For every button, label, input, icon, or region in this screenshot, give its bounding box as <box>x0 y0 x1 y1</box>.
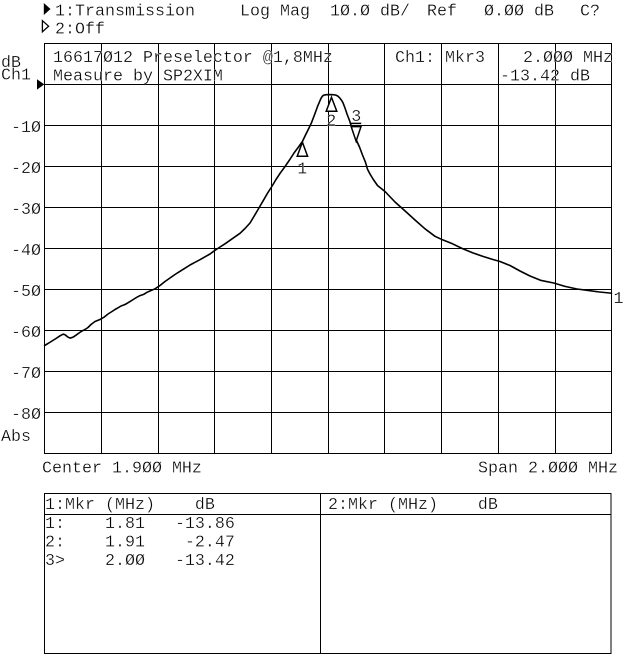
svg-text:dB: dB <box>1 54 21 73</box>
svg-text:Ch1: Mkr3: Ch1: Mkr3 <box>395 49 485 68</box>
svg-text:2:Mkr (MHz) dB: 2:Mkr (MHz) dB <box>328 496 498 515</box>
svg-text:Abs: Abs <box>1 428 31 447</box>
svg-text:2: 1.91 -2.47: 2: 1.91 -2.47 <box>45 533 235 552</box>
svg-text:1: 1 <box>614 290 624 309</box>
svg-text:1Ø.Ø dB/: 1Ø.Ø dB/ <box>330 3 410 22</box>
svg-text:-13.42 dB: -13.42 dB <box>500 68 590 87</box>
svg-text:-2Ø: -2Ø <box>11 160 41 179</box>
svg-text:2:Off: 2:Off <box>55 21 105 40</box>
svg-text:2: 2 <box>326 113 336 132</box>
svg-text:-4Ø: -4Ø <box>11 242 41 261</box>
svg-text:-5Ø: -5Ø <box>11 283 41 302</box>
svg-text:Ref: Ref <box>427 3 457 22</box>
svg-text:Center 1.9ØØ MHz: Center 1.9ØØ MHz <box>42 460 202 479</box>
svg-text:-8Ø: -8Ø <box>11 406 41 425</box>
svg-text:3: 3 <box>351 108 361 127</box>
svg-text:-6Ø: -6Ø <box>11 324 41 343</box>
svg-text:-3Ø: -3Ø <box>11 201 41 220</box>
svg-text:1: 1.81 -13.86: 1: 1.81 -13.86 <box>45 515 235 534</box>
svg-text:-7Ø: -7Ø <box>11 365 41 384</box>
svg-text:Ch1: Ch1 <box>1 67 31 86</box>
svg-text:C?: C? <box>580 3 600 22</box>
svg-text:3> 2.ØØ -13.42: 3> 2.ØØ -13.42 <box>45 552 235 571</box>
svg-text:Measure by SP2XIM: Measure by SP2XIM <box>53 68 223 87</box>
svg-text:1: 1 <box>297 160 307 179</box>
svg-text:1:Mkr (MHz) dB: 1:Mkr (MHz) dB <box>45 496 215 515</box>
svg-text:2.ØØØ MHz: 2.ØØØ MHz <box>523 49 613 68</box>
svg-text:-1Ø: -1Ø <box>11 119 41 138</box>
svg-text:Log Mag: Log Mag <box>240 3 310 22</box>
svg-text:Span 2.ØØØ MHz: Span 2.ØØØ MHz <box>478 460 618 479</box>
svg-text:1:Transmission: 1:Transmission <box>55 3 195 22</box>
svg-text:Ø.ØØ dB: Ø.ØØ dB <box>484 3 554 22</box>
svg-text:16617Ø12 Preselector @1,8MHz: 16617Ø12 Preselector @1,8MHz <box>53 49 333 68</box>
